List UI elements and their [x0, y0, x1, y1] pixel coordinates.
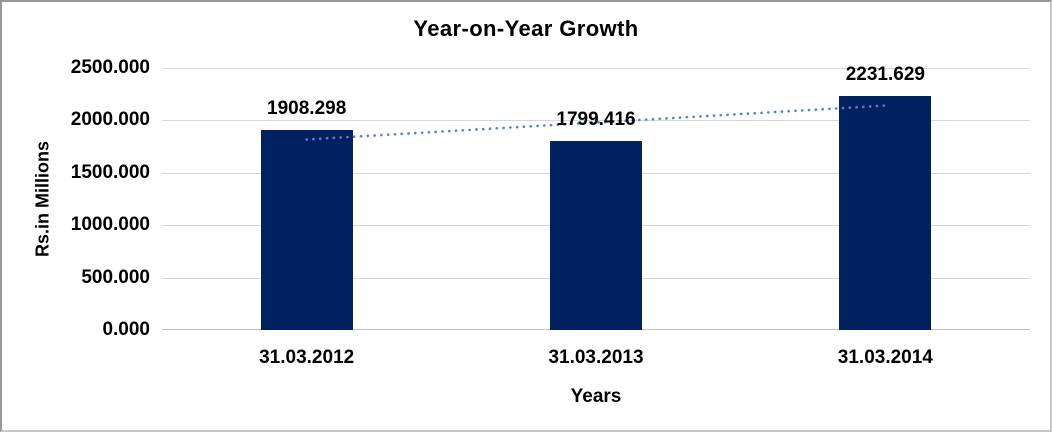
gridline	[162, 120, 1030, 122]
bar-value-label: 2231.629	[845, 64, 925, 86]
y-tick-label: 500.000	[81, 266, 150, 288]
plot-area: 1908.298 1799.416 2231.629	[162, 64, 1030, 330]
chart-title: Year-on-Year Growth	[413, 16, 639, 41]
y-tick-label: 2500.000	[70, 57, 150, 78]
bar-value-label: 1908.298	[267, 98, 347, 120]
y-axis-tick-labels: 0.000 500.000 1000.000 1500.000 2000.000 2500…	[2, 57, 150, 340]
y-tick-label: 0.000	[102, 319, 150, 340]
x-axis-title: Years	[570, 386, 622, 407]
x-tick-label: 31.03.2014	[837, 347, 933, 368]
gridline	[162, 68, 1030, 69]
y-tick-label: 2000.000	[70, 109, 150, 131]
trendline-path	[305, 104, 887, 141]
bar-31.03.2012	[260, 130, 353, 330]
x-tick-label: 31.03.2013	[548, 347, 644, 368]
x-axis-tick-labels: 31.03.2012 31.03.2013 31.03.2014	[162, 347, 1030, 371]
y-tick-label: 1500.000	[70, 161, 150, 183]
y-tick-label: 1000.000	[70, 214, 150, 236]
x-tick-label: 31.03.2012	[259, 347, 355, 368]
bar-31.03.2013	[550, 141, 642, 330]
bar-31.03.2014	[839, 96, 932, 330]
bar-value-label: 1799.416	[556, 109, 636, 131]
trendline	[305, 104, 887, 141]
